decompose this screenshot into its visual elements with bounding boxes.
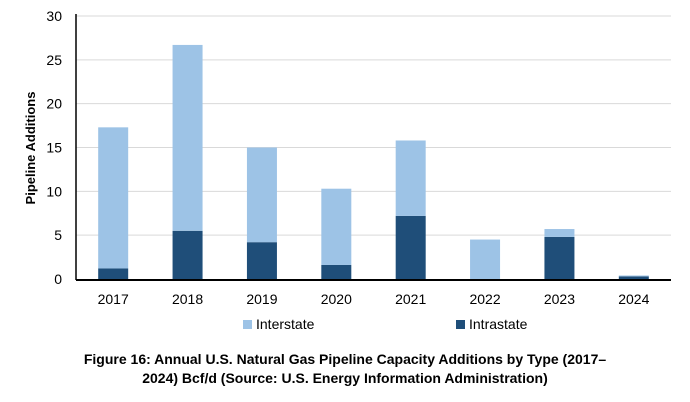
caption-line-1: Figure 16: Annual U.S. Natural Gas Pipel… xyxy=(83,351,607,367)
bar-interstate-2022 xyxy=(470,239,501,279)
bar-intrastate-2020 xyxy=(321,264,352,279)
y-tick-label: 10 xyxy=(46,183,62,199)
figure-caption: Figure 16: Annual U.S. Natural Gas Pipel… xyxy=(0,350,690,388)
x-tick-label: 2021 xyxy=(395,291,426,307)
bar-intrastate-2024 xyxy=(618,276,649,279)
bar-intrastate-2017 xyxy=(98,268,129,279)
bar-intrastate-2021 xyxy=(395,215,426,279)
bar-intrastate-2023 xyxy=(544,236,575,279)
bar-chart: 0 5 10 15 20 25 30 2017 2018 2019 2020 2021 2022 2023… xyxy=(23,8,671,332)
bar-interstate-2017 xyxy=(98,127,129,269)
caption-line-2: 2024) Bcf/d (Source: U.S. Energy Informa… xyxy=(142,370,548,386)
bar-interstate-2020 xyxy=(321,188,352,265)
x-tick-label: 2023 xyxy=(544,291,575,307)
legend-label-intrastate: Intrastate xyxy=(469,316,528,332)
y-tick-label: 20 xyxy=(46,96,62,112)
bar-intrastate-2018 xyxy=(172,230,203,279)
legend-label-interstate: Interstate xyxy=(256,316,315,332)
bar-intrastate-2019 xyxy=(246,242,277,279)
bar-interstate-2023 xyxy=(544,229,575,237)
x-tick-label: 2022 xyxy=(469,291,500,307)
bar-interstate-2024 xyxy=(618,275,649,277)
y-tick-label: 25 xyxy=(46,52,62,68)
x-tick-label: 2018 xyxy=(172,291,203,307)
x-tick-label: 2020 xyxy=(321,291,352,307)
y-axis-title: Pipeline Additions xyxy=(23,92,38,205)
x-tick-label: 2017 xyxy=(98,291,129,307)
y-tick-label: 15 xyxy=(46,140,62,156)
y-tick-label: 0 xyxy=(54,271,62,287)
legend-swatch-intrastate xyxy=(456,320,465,329)
bar-interstate-2019 xyxy=(246,147,277,243)
x-tick-label: 2019 xyxy=(246,291,277,307)
y-tick-label: 5 xyxy=(54,227,62,243)
x-tick-label: 2024 xyxy=(618,291,649,307)
legend-swatch-interstate xyxy=(243,320,252,329)
bar-interstate-2018 xyxy=(172,44,203,231)
bar-interstate-2021 xyxy=(395,140,426,216)
y-tick-label: 30 xyxy=(46,8,62,24)
